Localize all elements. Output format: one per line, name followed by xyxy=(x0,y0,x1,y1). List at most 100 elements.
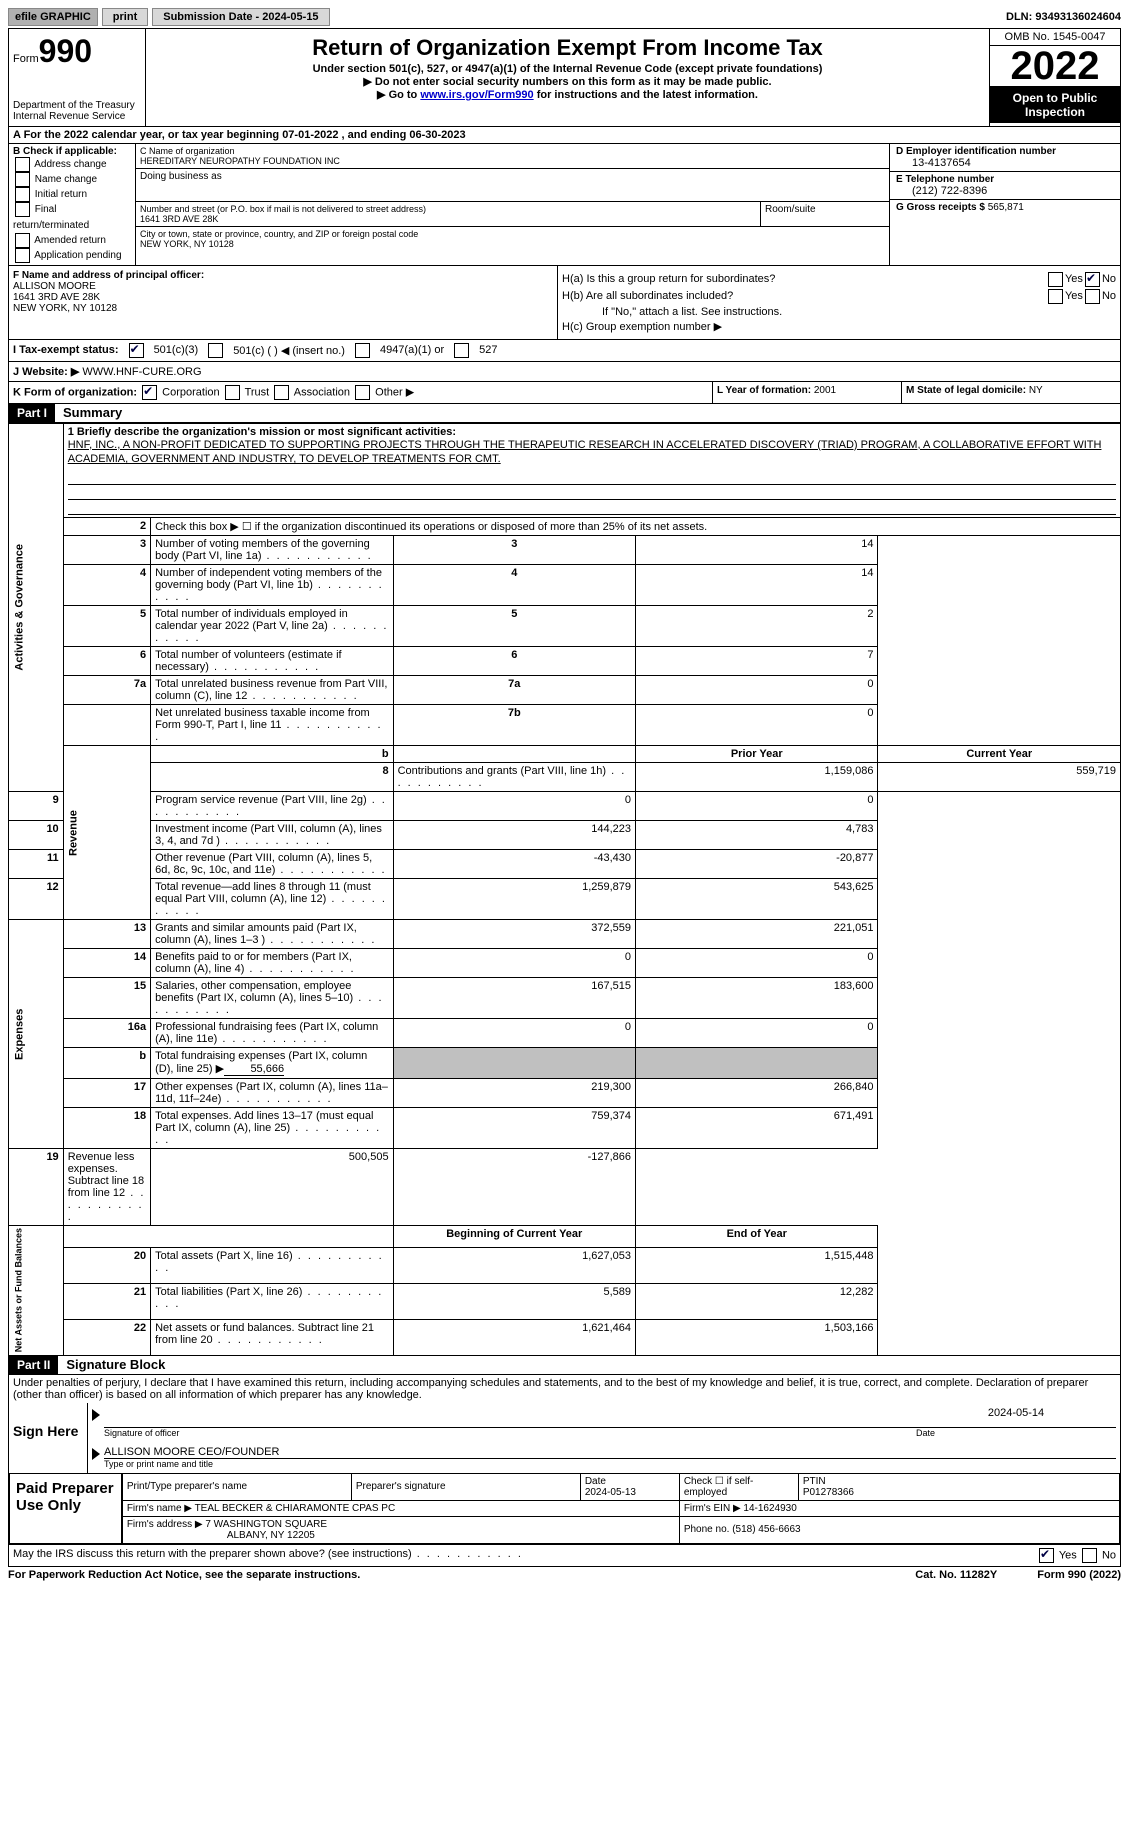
discuss-row: May the IRS discuss this return with the… xyxy=(9,1544,1120,1566)
end-year-header: End of Year xyxy=(636,1226,878,1247)
officer-name: ALLISON MOORE xyxy=(13,281,553,292)
firm-ein-cell: Firm's EIN ▶ 14-1624930 xyxy=(679,1500,1119,1516)
chk-501c3[interactable] xyxy=(129,343,144,358)
self-employed-cell: Check ☐ if self-employed xyxy=(679,1473,798,1500)
header-left: Form990 Department of the Treasury Inter… xyxy=(9,29,146,126)
box-k: K Form of organization: Corporation Trus… xyxy=(9,382,713,403)
row-j-website: J Website: ▶ WWW.HNF-CURE.ORG xyxy=(8,362,1121,382)
gross-receipts-value: 565,871 xyxy=(988,202,1024,213)
chk-address-change[interactable]: Address change xyxy=(13,157,131,172)
block-b-c-d: B Check if applicable: Address change Na… xyxy=(8,144,1121,266)
row-k-l-m: K Form of organization: Corporation Trus… xyxy=(8,382,1121,404)
cat-no: Cat. No. 11282Y xyxy=(915,1569,997,1581)
h-c-row: H(c) Group exemption number ▶ xyxy=(562,320,1116,333)
line-21: 21Total liabilities (Part X, line 26)5,5… xyxy=(9,1283,1121,1319)
vlabel-activities: Activities & Governance xyxy=(9,423,64,792)
line-12: 12Total revenue—add lines 8 through 11 (… xyxy=(9,879,1121,920)
chk-527[interactable] xyxy=(454,343,469,358)
org-address: 1641 3RD AVE 28K xyxy=(140,214,218,224)
header-mid: Return of Organization Exempt From Incom… xyxy=(146,29,989,126)
chk-application-pending[interactable]: Application pending xyxy=(13,248,131,263)
chk-501c[interactable] xyxy=(208,343,223,358)
form-title: Return of Organization Exempt From Incom… xyxy=(150,35,985,61)
paid-preparer-label: Paid Preparer Use Only xyxy=(9,1473,122,1544)
form-subtitle: Under section 501(c), 527, or 4947(a)(1)… xyxy=(150,63,985,75)
ein-cell: D Employer identification number 13-4137… xyxy=(890,144,1120,172)
prior-year-header: Prior Year xyxy=(636,746,878,763)
org-city: NEW YORK, NY 10128 xyxy=(140,239,234,249)
form-note-1: ▶ Do not enter social security numbers o… xyxy=(150,75,985,88)
current-year-header: Current Year xyxy=(878,746,1121,763)
pra-notice: For Paperwork Reduction Act Notice, see … xyxy=(8,1569,360,1581)
block-f-h: F Name and address of principal officer:… xyxy=(8,266,1121,340)
line-22: 22Net assets or fund balances. Subtract … xyxy=(9,1319,1121,1355)
dept-label: Department of the Treasury Internal Reve… xyxy=(13,100,141,122)
line-2-desc: Check this box ▶ ☐ if the organization d… xyxy=(151,518,1121,536)
chk-corporation[interactable] xyxy=(142,385,157,400)
submission-date-button[interactable]: Submission Date - 2024-05-15 xyxy=(152,8,329,26)
ha-yes-checkbox[interactable] xyxy=(1048,272,1063,287)
dba-cell: Doing business as xyxy=(136,169,889,202)
chk-name-change[interactable]: Name change xyxy=(13,172,131,187)
chk-trust[interactable] xyxy=(225,385,240,400)
line-1-mission: 1 Briefly describe the organization's mi… xyxy=(63,423,1120,518)
line-11: 11Other revenue (Part VIII, column (A), … xyxy=(9,850,1121,879)
beginning-year-header: Beginning of Current Year xyxy=(393,1226,635,1247)
line-7a: 7aTotal unrelated business revenue from … xyxy=(9,676,1121,705)
mission-text: HNF, INC., A NON-PROFIT DEDICATED TO SUP… xyxy=(68,438,1116,467)
form-ref: Form 990 (2022) xyxy=(1037,1569,1121,1581)
hb-no-checkbox[interactable] xyxy=(1085,289,1100,304)
firm-phone-cell: Phone no. (518) 456-6663 xyxy=(679,1516,1119,1543)
officer-name-field: ALLISON MOORE CEO/FOUNDER Type or print … xyxy=(92,1446,1116,1469)
officer-signature-field[interactable]: Signature of officer xyxy=(92,1407,916,1438)
ha-no-checkbox[interactable] xyxy=(1085,272,1100,287)
ptin-cell: PTINP01278366 xyxy=(798,1473,1119,1500)
discuss-yes-checkbox[interactable] xyxy=(1039,1548,1054,1563)
efile-label: efile GRAPHIC xyxy=(8,8,98,26)
ein-value: 13-4137654 xyxy=(896,157,1114,169)
line-18: 18Total expenses. Add lines 13–17 (must … xyxy=(9,1108,1121,1149)
officer-addr1: 1641 3RD AVE 28K xyxy=(13,292,553,303)
vlabel-netassets: Net Assets or Fund Balances xyxy=(9,1226,64,1355)
discuss-no-checkbox[interactable] xyxy=(1082,1548,1097,1563)
chk-other[interactable] xyxy=(355,385,370,400)
summary-table: Activities & Governance 1 Briefly descri… xyxy=(8,423,1121,1356)
page-footer: For Paperwork Reduction Act Notice, see … xyxy=(8,1567,1121,1583)
print-button[interactable]: print xyxy=(102,8,148,26)
h-b-note: If "No," attach a list. See instructions… xyxy=(562,306,1116,318)
part2-header: Part II Signature Block xyxy=(8,1356,1121,1375)
form-header: Form990 Department of the Treasury Inter… xyxy=(8,28,1121,127)
hb-yes-checkbox[interactable] xyxy=(1048,289,1063,304)
chk-final-return[interactable]: Final return/terminated xyxy=(13,202,131,232)
form-note-2: ▶ Go to www.irs.gov/Form990 for instruct… xyxy=(150,88,985,101)
chk-4947[interactable] xyxy=(355,343,370,358)
tax-year: 2022 xyxy=(990,46,1120,87)
vlabel-revenue: Revenue xyxy=(63,746,150,920)
line-16a: 16aProfessional fundraising fees (Part I… xyxy=(9,1019,1121,1048)
phone-value: (212) 722-8396 xyxy=(896,185,1114,197)
line-b-label: b xyxy=(151,746,393,763)
line-3: 3Number of voting members of the governi… xyxy=(9,536,1121,565)
irs-link[interactable]: www.irs.gov/Form990 xyxy=(420,89,533,101)
box-m: M State of legal domicile: NY xyxy=(902,382,1120,403)
chk-amended-return[interactable]: Amended return xyxy=(13,233,131,248)
website-value: WWW.HNF-CURE.ORG xyxy=(79,366,201,378)
box-b: B Check if applicable: Address change Na… xyxy=(9,144,136,265)
row-i-tax-status: I Tax-exempt status: 501(c)(3) 501(c) ( … xyxy=(8,340,1121,362)
line-5: 5Total number of individuals employed in… xyxy=(9,606,1121,647)
row-a-tax-year: A For the 2022 calendar year, or tax yea… xyxy=(8,127,1121,144)
vlabel-expenses: Expenses xyxy=(9,920,64,1149)
open-inspection-label: Open to Public Inspection xyxy=(990,87,1120,123)
box-l: L Year of formation: 2001 xyxy=(713,382,902,403)
line-6: 6Total number of volunteers (estimate if… xyxy=(9,647,1121,676)
chk-association[interactable] xyxy=(274,385,289,400)
box-f: F Name and address of principal officer:… xyxy=(9,266,558,339)
line-20: 20Total assets (Part X, line 16)1,627,05… xyxy=(9,1247,1121,1283)
firm-addr-cell: Firm's address ▶ 7 WASHINGTON SQUAREALBA… xyxy=(122,1516,679,1543)
phone-cell: E Telephone number (212) 722-8396 xyxy=(890,172,1120,200)
gross-receipts-cell: G Gross receipts $ 565,871 xyxy=(890,200,1120,215)
h-a-row: H(a) Is this a group return for subordin… xyxy=(562,272,1116,287)
chk-initial-return[interactable]: Initial return xyxy=(13,187,131,202)
box-b-label: B Check if applicable: xyxy=(13,146,131,157)
line-16b: b Total fundraising expenses (Part IX, c… xyxy=(9,1048,1121,1079)
